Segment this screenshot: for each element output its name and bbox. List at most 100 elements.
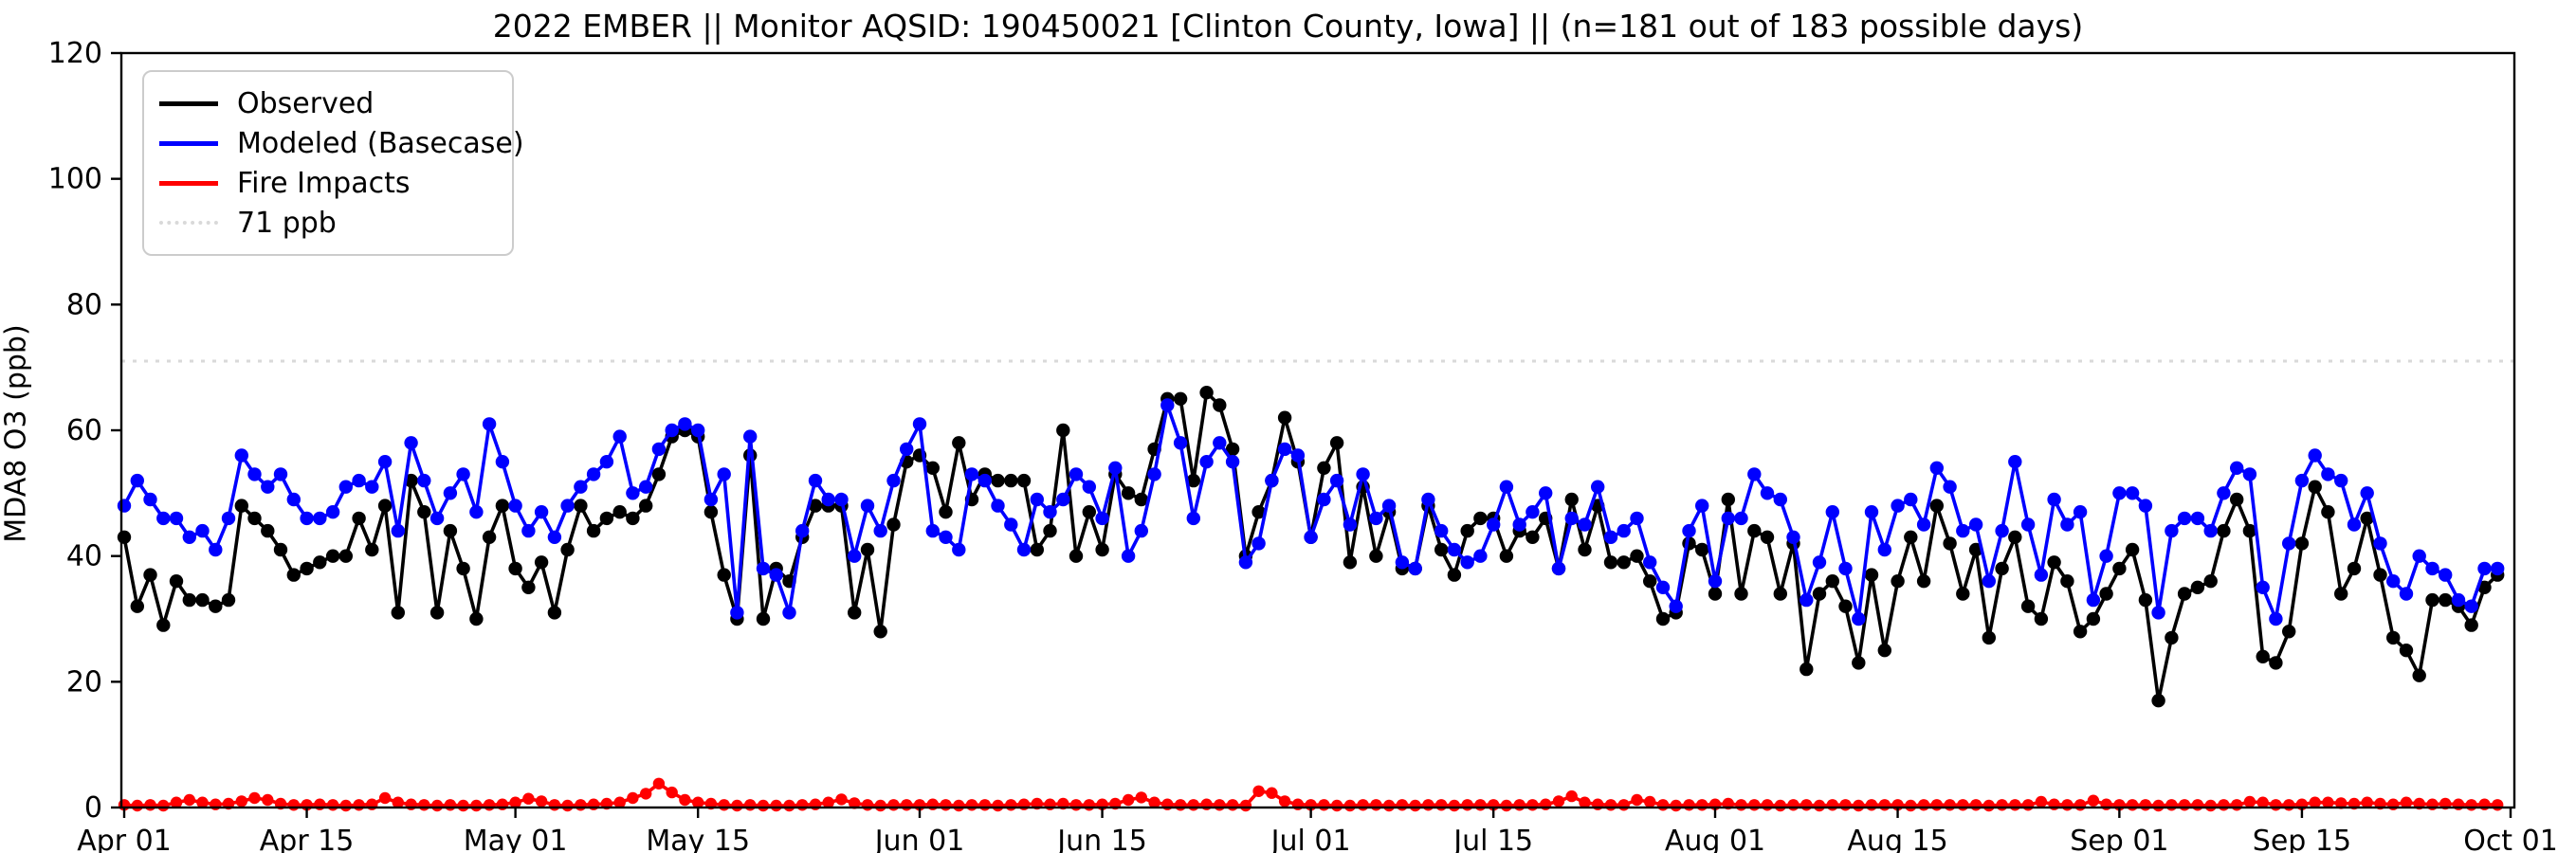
data-point	[2412, 668, 2426, 682]
data-point	[417, 473, 431, 488]
data-point	[731, 799, 743, 812]
data-point	[1199, 455, 1214, 469]
data-point	[2139, 799, 2152, 811]
data-point	[1786, 530, 1800, 544]
data-point	[2321, 467, 2335, 481]
data-point	[534, 505, 549, 519]
data-point	[1929, 499, 1944, 513]
data-point	[1447, 568, 1462, 582]
data-point	[2465, 799, 2477, 811]
data-point	[209, 599, 223, 613]
data-point	[652, 777, 666, 789]
data-point	[1943, 536, 1957, 551]
data-point	[2190, 511, 2205, 526]
data-point	[821, 492, 835, 507]
data-point	[849, 797, 861, 809]
data-point	[627, 791, 639, 805]
legend: Observed Modeled (Basecase) Fire Impacts…	[142, 70, 524, 256]
data-point	[1370, 799, 1382, 811]
data-point	[1083, 799, 1096, 811]
data-point	[1461, 799, 1473, 811]
data-point	[2399, 644, 2414, 658]
data-point	[1357, 799, 1369, 811]
data-point	[1069, 467, 1084, 481]
data-point	[743, 429, 758, 444]
data-point	[1708, 574, 1723, 589]
data-point	[1578, 517, 1592, 532]
data-point	[912, 417, 927, 431]
data-point	[2373, 536, 2387, 551]
data-point	[586, 523, 601, 538]
data-point	[2439, 592, 2453, 608]
data-point	[1968, 517, 1983, 532]
data-point	[443, 523, 458, 538]
data-point	[2386, 574, 2401, 589]
data-point	[1721, 511, 1736, 526]
x-tick-label: Jul 01	[1270, 825, 1351, 853]
data-point	[430, 799, 444, 812]
data-point	[808, 473, 823, 488]
data-point	[2347, 517, 2362, 532]
legend-label: 71 ppb	[237, 206, 337, 240]
data-point	[326, 799, 339, 811]
data-point	[1069, 549, 1084, 563]
data-point	[1734, 587, 1748, 601]
data-point	[860, 542, 875, 557]
data-point	[261, 523, 275, 538]
data-point	[1186, 473, 1201, 488]
data-point	[417, 505, 431, 519]
data-point	[1630, 511, 1644, 526]
data-point	[247, 511, 262, 526]
data-point	[1891, 499, 1905, 513]
data-point	[1121, 549, 1136, 563]
data-point	[248, 791, 261, 805]
x-tick-label: Aug 15	[1847, 825, 1947, 853]
data-point	[2243, 795, 2256, 808]
data-point	[1277, 410, 1292, 425]
data-point	[1643, 555, 1657, 570]
data-point	[756, 611, 771, 626]
data-point	[2074, 799, 2087, 811]
data-point	[1617, 555, 1631, 570]
data-point	[1147, 467, 1161, 481]
data-point	[612, 505, 627, 519]
data-point	[2399, 587, 2414, 601]
x-tick-label: Aug 01	[1665, 825, 1765, 853]
data-point	[1695, 542, 1709, 557]
data-point	[769, 568, 783, 582]
data-point	[1565, 789, 1578, 803]
data-point	[822, 796, 834, 808]
data-point	[1864, 505, 1879, 519]
data-point	[925, 523, 940, 538]
data-point	[574, 480, 588, 494]
data-point	[2165, 630, 2179, 645]
data-point	[247, 467, 262, 481]
data-point	[2270, 799, 2282, 811]
data-point	[483, 799, 496, 811]
data-point	[2125, 486, 2140, 500]
data-point	[234, 499, 248, 513]
data-point	[1473, 549, 1488, 563]
data-point	[353, 799, 365, 811]
data-point	[1773, 492, 1788, 507]
data-point	[770, 799, 782, 812]
data-point	[2360, 486, 2374, 500]
data-point	[1238, 555, 1253, 570]
data-point	[703, 505, 719, 519]
data-point	[1069, 799, 1083, 811]
x-tick-label: Sep 01	[2070, 825, 2168, 853]
data-point	[1944, 799, 1956, 811]
data-point	[1812, 555, 1827, 570]
data-point	[1670, 799, 1682, 812]
data-point	[783, 799, 795, 812]
data-point	[1343, 517, 1358, 532]
data-point	[599, 455, 614, 469]
data-point	[2464, 618, 2478, 632]
data-point	[2425, 592, 2439, 608]
data-point	[1239, 799, 1252, 812]
data-point	[1891, 574, 1905, 589]
data-point	[1721, 492, 1736, 507]
data-point	[377, 455, 393, 469]
data-point	[2322, 796, 2334, 808]
